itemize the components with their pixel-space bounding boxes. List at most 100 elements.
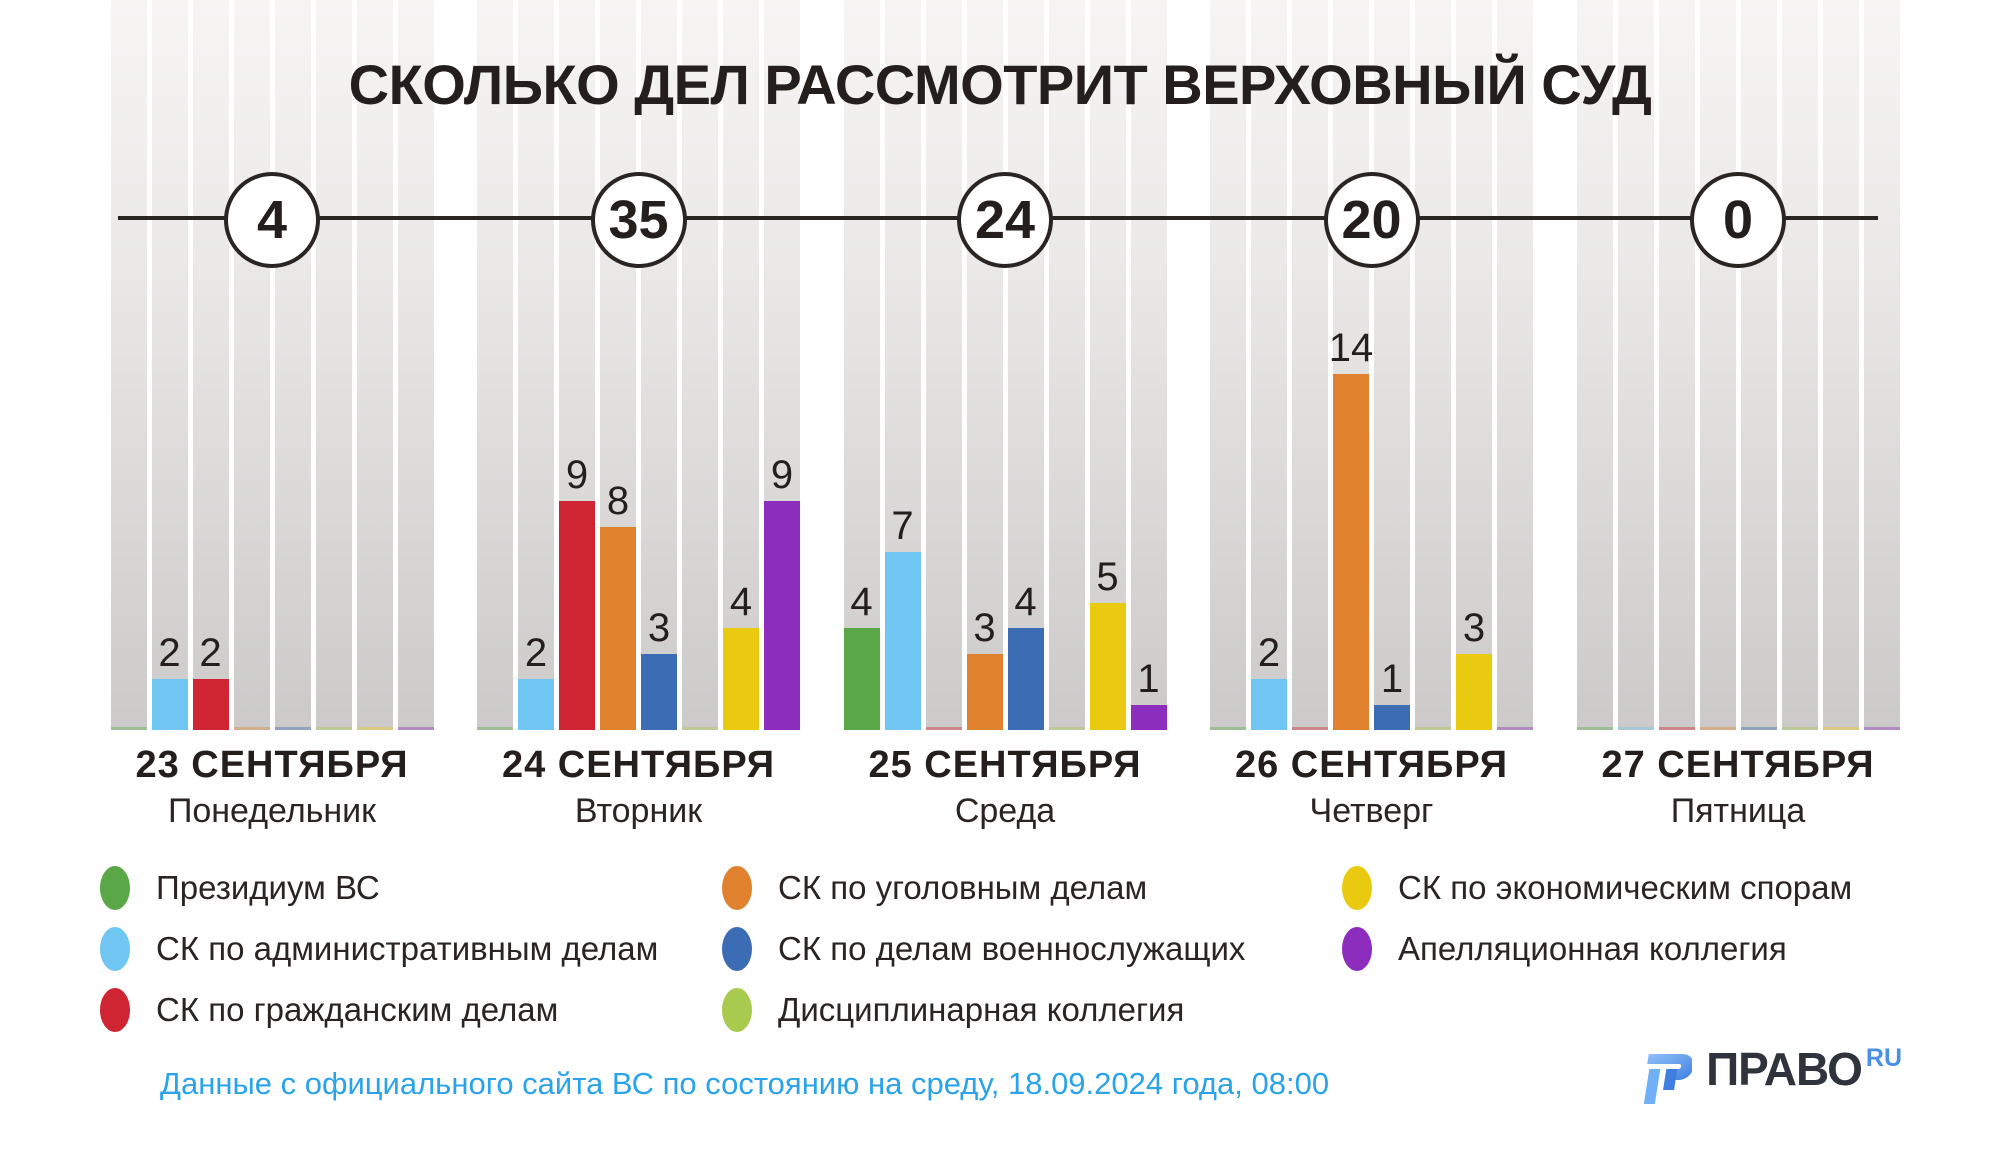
legend-label: СК по делам военнослужащих (778, 930, 1246, 967)
bar-value-label: 2 (158, 631, 181, 676)
category-baseline-mark (1497, 727, 1533, 730)
timeline-total-badge: 35 (590, 172, 687, 268)
legend-dot (722, 988, 752, 1032)
bar-value-label: 4 (729, 580, 753, 625)
bar-value-label: 2 (524, 631, 548, 676)
category-column-track: 9 (559, 0, 595, 730)
category-column-track (356, 0, 393, 730)
category-column-track (315, 0, 352, 730)
legend-dot (100, 927, 130, 971)
bar-value-label: 1 (1380, 656, 1404, 701)
category-column-track: 2 (151, 0, 188, 730)
category-column-track (1415, 0, 1451, 730)
legend-dot (100, 988, 130, 1032)
bar (723, 628, 759, 730)
category-column-track (1048, 0, 1085, 730)
legend-label: СК по экономическим спорам (1398, 869, 1853, 906)
category-column-track (1658, 0, 1695, 730)
bar-value-label: 4 (1014, 580, 1037, 625)
date-label: 26 СЕНТЯБРЯ (1234, 744, 1509, 786)
bar (151, 679, 188, 730)
day-group-4: 2 14 1 3 20 26 СЕНТЯБРЯ Четверг (1210, 0, 1533, 850)
day-group-1: 2 2 4 23 СЕНТЯБРЯ Понедельник (110, 0, 434, 850)
category-baseline-mark (1863, 727, 1900, 730)
category-column-track (477, 0, 513, 730)
bar (1251, 679, 1287, 730)
legend-label: Дисциплинарная коллегия (778, 991, 1185, 1028)
bar-value-label: 3 (973, 605, 996, 650)
category-column-track: 4 (723, 0, 759, 730)
category-column-track: 14 (1329, 0, 1373, 730)
logo-suffix: RU (1865, 1044, 1902, 1072)
legend-item: Апелляционная коллегия (1342, 927, 1852, 971)
category-column-track (925, 0, 962, 730)
page-title: СКОЛЬКО ДЕЛ РАССМОТРИТ ВЕРХОВНЫЙ СУД (348, 53, 1652, 116)
category-column-track (1497, 0, 1533, 730)
category-column-track (1210, 0, 1246, 730)
category-column-track (274, 0, 311, 730)
bar (764, 501, 800, 730)
category-baseline-mark (356, 727, 393, 730)
category-baseline-mark (315, 727, 352, 730)
category-baseline-mark (1658, 727, 1695, 730)
bar (1374, 704, 1410, 730)
bar (884, 552, 921, 730)
category-column-track (397, 0, 434, 730)
legend-dot (722, 927, 752, 971)
category-column-track (1822, 0, 1859, 730)
pravo-p-icon (1643, 1054, 1693, 1104)
bar-value-label: 8 (606, 478, 630, 523)
legend-item: СК по гражданским делам (100, 988, 658, 1032)
category-column-track (1781, 0, 1818, 730)
bar (1456, 653, 1492, 730)
bar (1130, 704, 1167, 730)
category-column-track: 7 (884, 0, 921, 730)
bar (843, 628, 880, 730)
category-column-track: 3 (641, 0, 677, 730)
weekday-label: Пятница (1670, 792, 1806, 830)
category-column-track: 1 (1374, 0, 1410, 730)
category-baseline-mark (274, 727, 311, 730)
date-label: 24 СЕНТЯБРЯ (501, 744, 776, 786)
logo-text: ПРАВО (1706, 1043, 1863, 1095)
weekday-label: Понедельник (167, 792, 377, 830)
legend-column-1: Президиум ВС СК по административным делам… (100, 866, 658, 1032)
bar-value-label: 3 (647, 605, 671, 650)
bar-value-label: 5 (1096, 555, 1119, 599)
category-column-track: 1 (1130, 0, 1167, 730)
bar (1089, 603, 1126, 730)
category-column-track: 2 (1251, 0, 1287, 730)
bar-value-label: 2 (1257, 631, 1281, 676)
legend-dot (100, 866, 130, 910)
legend-item: СК по уголовным делам (722, 866, 1245, 910)
category-column-track (682, 0, 718, 730)
category-baseline-mark (1699, 727, 1736, 730)
bar-value-label: 4 (850, 580, 873, 625)
pravo-ru-logo: ПРАВО RU (1640, 1044, 1902, 1106)
category-baseline-mark (1292, 727, 1328, 730)
timeline-total-badge: 24 (957, 172, 1053, 268)
bar-value-label: 7 (891, 504, 914, 549)
bar (192, 679, 229, 730)
legend-column-3: СК по экономическим спорам Апелляционная … (1342, 866, 1852, 971)
day-tracks: 2 14 1 3 (1210, 0, 1533, 730)
legend-label: Апелляционная коллегия (1398, 930, 1787, 967)
legend-item: СК по делам военнослужащих (722, 927, 1245, 971)
legend-label: Президиум ВС (156, 869, 380, 906)
day-group-2: 2 9 8 3 4 9 35 24 СЕНТЯБРЯ Вторник (477, 0, 800, 850)
category-baseline-mark (1576, 727, 1613, 730)
bar (518, 679, 554, 730)
timeline-total-badge: 0 (1690, 172, 1786, 268)
category-column-track: 5 (1089, 0, 1126, 730)
day-group-3: 4 7 3 4 5 1 24 25 СЕНТЯБРЯ Среда (843, 0, 1167, 850)
bar (641, 653, 677, 730)
legend-dot (1342, 927, 1372, 971)
category-baseline-mark (1415, 727, 1451, 730)
category-baseline-mark (925, 727, 962, 730)
legend-item: СК по экономическим спорам (1342, 866, 1852, 910)
bar (600, 526, 636, 730)
category-column-track (1576, 0, 1613, 730)
legend-dot (722, 866, 752, 910)
